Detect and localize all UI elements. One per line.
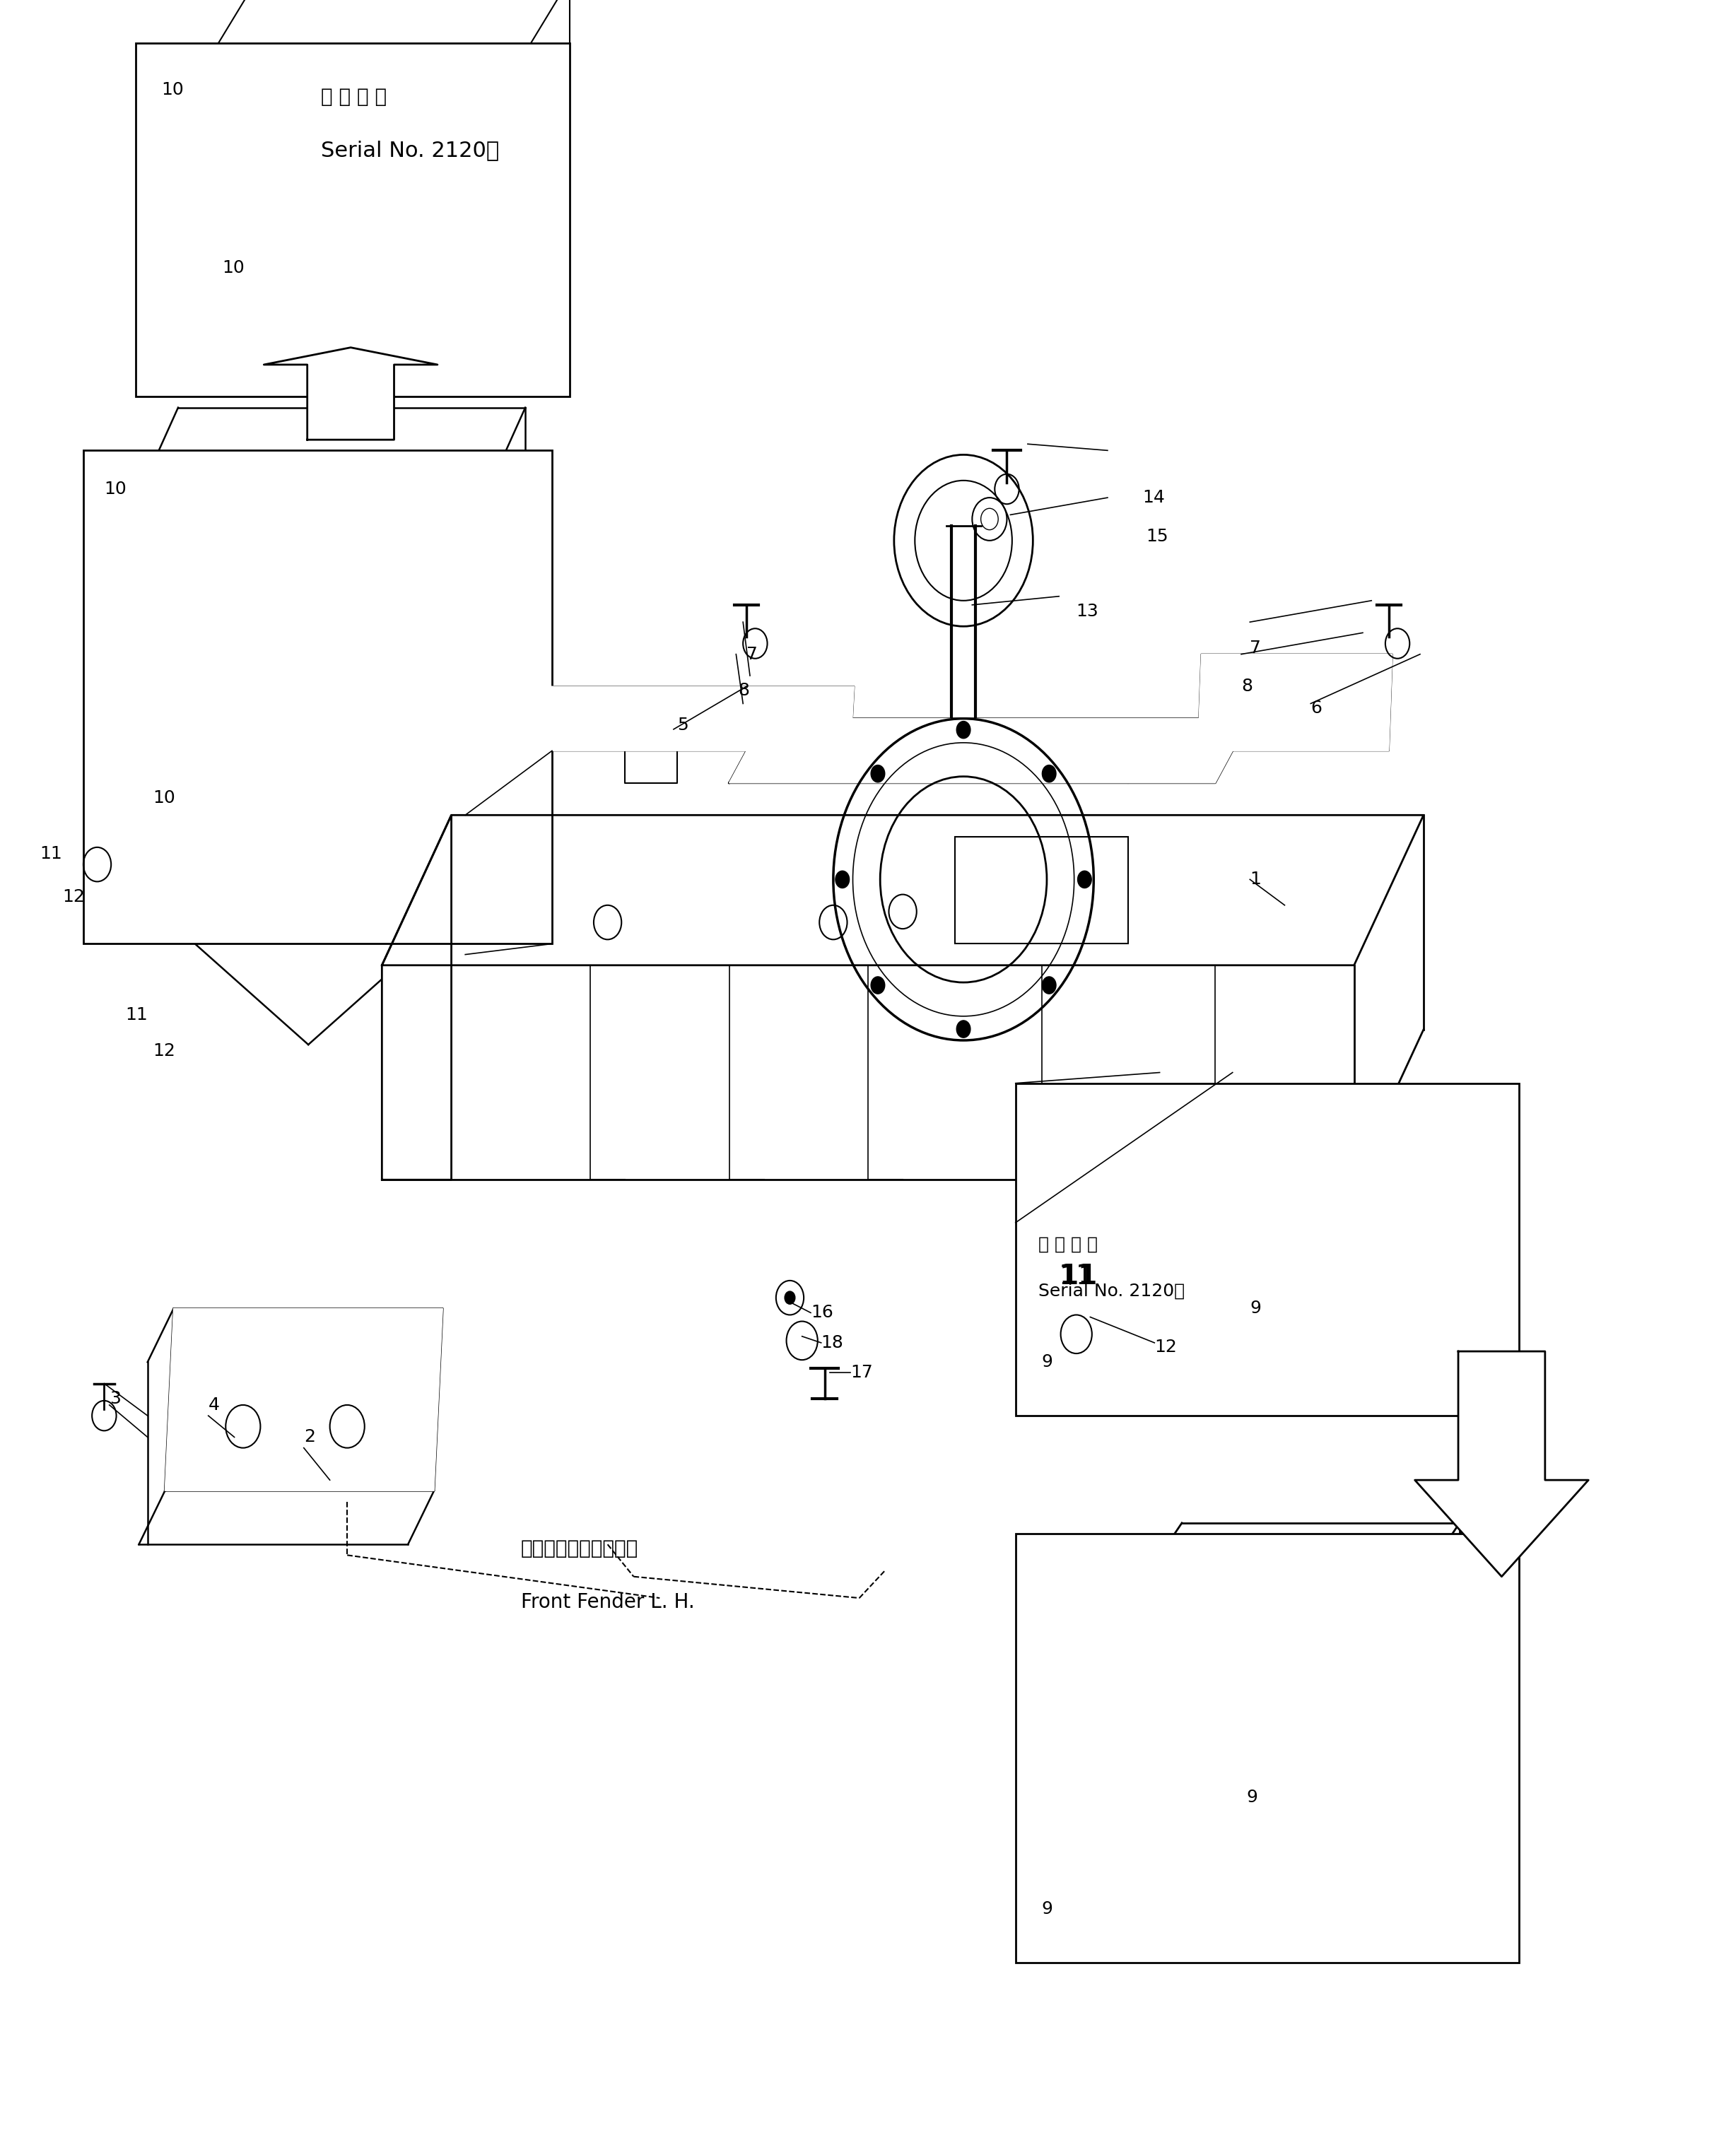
Text: 7: 7 (1250, 639, 1260, 656)
Text: 9: 9 (1250, 1300, 1260, 1317)
Text: 12: 12 (1154, 1338, 1177, 1356)
Text: 10: 10 (222, 260, 245, 277)
Text: 16: 16 (811, 1304, 833, 1321)
Text: 12: 12 (153, 1042, 175, 1060)
Text: 8: 8 (738, 682, 750, 699)
Text: 10: 10 (104, 480, 127, 498)
Bar (1016, 1534, 1519, 1963)
Bar (83, 450, 552, 944)
Circle shape (785, 1291, 795, 1304)
Text: Serial No. 2120～: Serial No. 2120～ (1038, 1283, 1184, 1300)
Text: 6: 6 (1311, 699, 1323, 716)
Text: 17: 17 (851, 1364, 873, 1381)
Polygon shape (264, 347, 437, 440)
Polygon shape (1198, 654, 1392, 751)
Text: 8: 8 (1241, 678, 1253, 695)
Text: 9: 9 (1042, 1353, 1052, 1371)
Text: 3: 3 (109, 1390, 120, 1407)
Text: 11: 11 (125, 1006, 148, 1023)
Text: 18: 18 (821, 1334, 844, 1351)
Text: Front Fender L. H.: Front Fender L. H. (521, 1592, 694, 1613)
Text: 11: 11 (1059, 1263, 1097, 1289)
Circle shape (1042, 976, 1055, 993)
Circle shape (871, 976, 885, 993)
Text: 1: 1 (1250, 871, 1260, 888)
Text: 適 用 号 機: 適 用 号 機 (1038, 1236, 1097, 1253)
Text: 9: 9 (1246, 1789, 1257, 1806)
Bar (135, 43, 569, 397)
Polygon shape (382, 815, 451, 1180)
Text: 適 用 号 機: 適 用 号 機 (321, 86, 387, 107)
Text: 14: 14 (1142, 489, 1165, 506)
Text: 10: 10 (153, 789, 175, 807)
Text: 7: 7 (746, 646, 757, 663)
Text: 9: 9 (1042, 1900, 1052, 1918)
Polygon shape (729, 719, 1250, 783)
Text: フロントフェンダ左側: フロントフェンダ左側 (521, 1538, 639, 1559)
Text: 10: 10 (161, 82, 184, 99)
Text: 2: 2 (304, 1429, 316, 1446)
Circle shape (1042, 766, 1055, 783)
Polygon shape (1415, 1351, 1588, 1577)
Circle shape (871, 766, 885, 783)
Circle shape (1078, 871, 1092, 888)
Polygon shape (547, 686, 854, 751)
Polygon shape (382, 815, 1424, 965)
Circle shape (835, 871, 849, 888)
Text: 15: 15 (1146, 528, 1168, 545)
Text: 11: 11 (40, 845, 62, 862)
Circle shape (957, 1021, 970, 1038)
Text: 11: 11 (1059, 1263, 1094, 1289)
Text: 5: 5 (677, 716, 687, 734)
Circle shape (957, 721, 970, 738)
Text: 13: 13 (1076, 603, 1099, 620)
Text: 4: 4 (208, 1396, 220, 1414)
Text: 12: 12 (62, 888, 85, 905)
Polygon shape (165, 1308, 443, 1491)
Bar (1016, 1083, 1519, 1416)
Bar (955, 837, 1128, 944)
Text: Serial No. 2120～: Serial No. 2120～ (321, 139, 500, 161)
